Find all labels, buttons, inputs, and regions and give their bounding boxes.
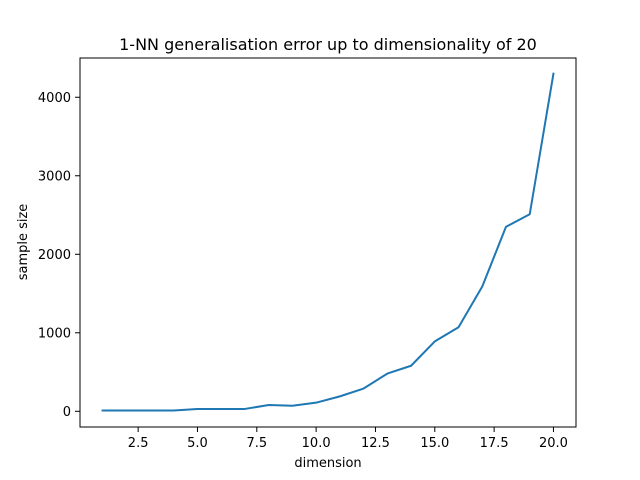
x-axis-ticks: 2.5 5.0 7.5 10.0 12.5 15.0 17.5 20.0 xyxy=(128,427,568,451)
y-axis-label: sample size xyxy=(16,204,31,281)
x-tick-label: 12.5 xyxy=(361,436,390,451)
x-tick-label: 7.5 xyxy=(246,436,267,451)
x-tick-label: 2.5 xyxy=(128,436,149,451)
series-line-0 xyxy=(101,72,555,412)
plot-area xyxy=(79,57,577,428)
y-tick-label: 0 xyxy=(63,405,71,420)
axes-frame xyxy=(79,57,577,428)
x-tick-label: 15.0 xyxy=(420,436,449,451)
y-tick-label: 3000 xyxy=(38,169,71,184)
y-tick-label: 1000 xyxy=(38,326,71,341)
chart-title: 1-NN generalisation error up to dimensio… xyxy=(119,35,537,54)
y-axis-ticks: 0 1000 2000 3000 4000 xyxy=(38,91,80,420)
x-axis-label: dimension xyxy=(294,456,361,471)
x-tick-label: 5.0 xyxy=(187,436,208,451)
x-tick-label: 10.0 xyxy=(302,436,331,451)
x-tick-label: 17.5 xyxy=(480,436,509,451)
x-tick-label: 20.0 xyxy=(539,436,568,451)
y-tick-label: 2000 xyxy=(38,248,71,263)
y-tick-label: 4000 xyxy=(38,91,71,106)
